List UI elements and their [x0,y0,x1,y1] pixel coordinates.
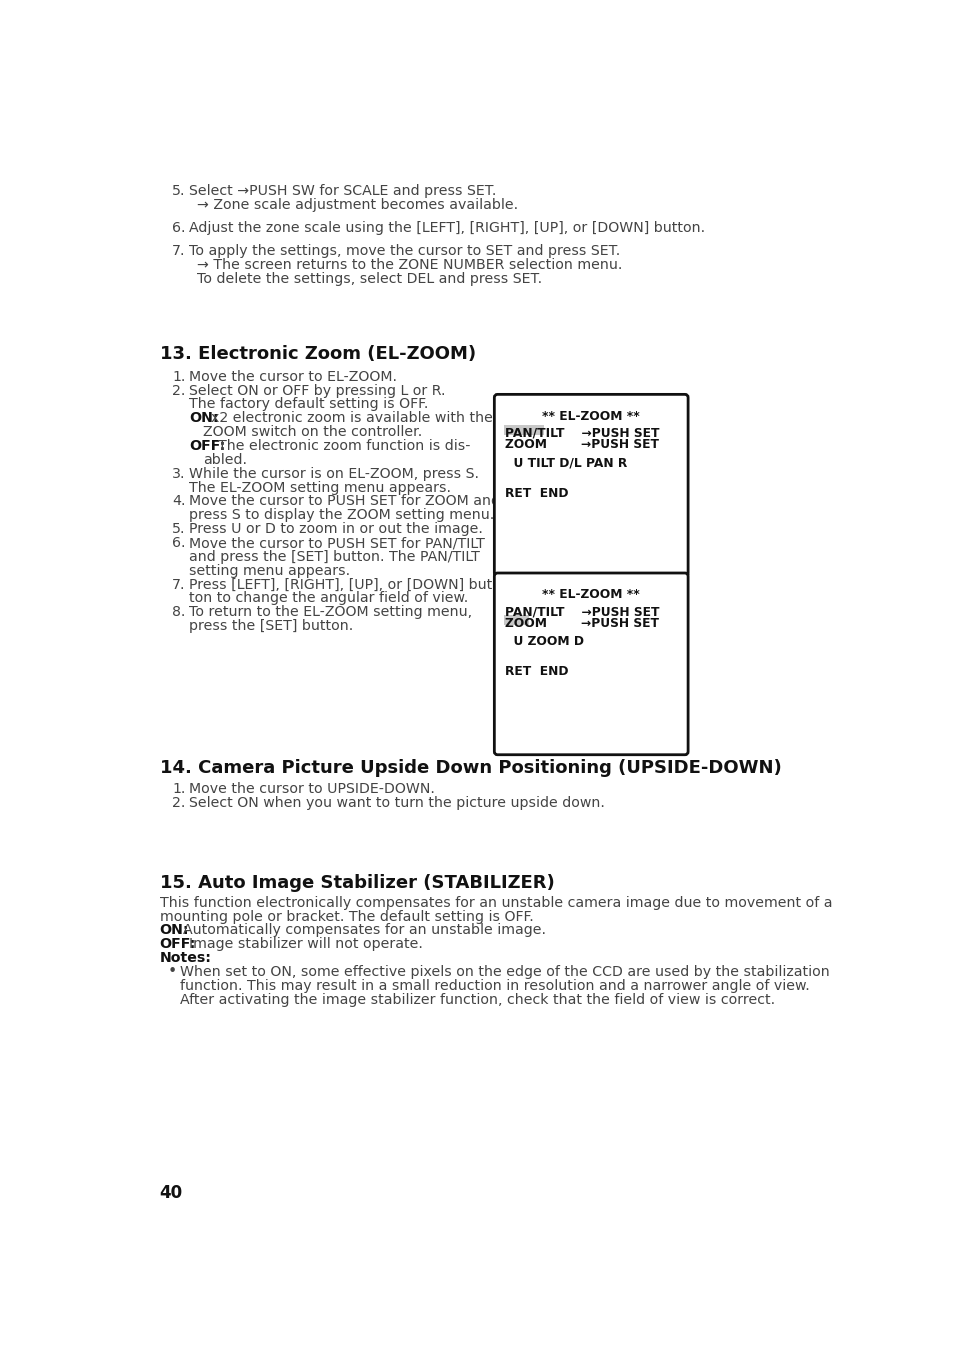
Text: ZOOM        →PUSH SET: ZOOM →PUSH SET [505,438,659,451]
Text: RET  END: RET END [505,665,568,679]
Text: Move the cursor to PUSH SET for ZOOM and: Move the cursor to PUSH SET for ZOOM and [189,495,499,508]
Text: After activating the image stabilizer function, check that the field of view is : After activating the image stabilizer fu… [179,993,774,1007]
Text: x2 electronic zoom is available with the: x2 electronic zoom is available with the [211,412,492,425]
Text: OFF:: OFF: [159,938,195,951]
Text: This function electronically compensates for an unstable camera image due to mov: This function electronically compensates… [159,896,831,909]
Text: 40: 40 [159,1184,182,1202]
Text: 14. Camera Picture Upside Down Positioning (UPSIDE-DOWN): 14. Camera Picture Upside Down Positioni… [159,759,781,778]
Text: 6.: 6. [172,537,185,550]
Text: Adjust the zone scale using the [LEFT], [RIGHT], [UP], or [DOWN] button.: Adjust the zone scale using the [LEFT], … [189,221,704,236]
Text: The electronic zoom function is dis-: The electronic zoom function is dis- [217,439,470,453]
Text: ZOOM switch on the controller.: ZOOM switch on the controller. [203,425,422,439]
Text: → Zone scale adjustment becomes available.: → Zone scale adjustment becomes availabl… [196,198,517,211]
Text: OFF:: OFF: [189,439,225,453]
Text: 2.: 2. [172,383,185,397]
Text: 13. Electronic Zoom (EL-ZOOM): 13. Electronic Zoom (EL-ZOOM) [159,346,476,363]
Text: To return to the EL-ZOOM setting menu,: To return to the EL-ZOOM setting menu, [189,606,472,619]
Text: press S to display the ZOOM setting menu.: press S to display the ZOOM setting menu… [189,508,494,522]
Text: ON:: ON: [189,412,218,425]
Text: The factory default setting is OFF.: The factory default setting is OFF. [189,397,428,412]
Text: press the [SET] button.: press the [SET] button. [189,619,353,633]
Text: mounting pole or bracket. The default setting is OFF.: mounting pole or bracket. The default se… [159,909,533,924]
Text: ON:: ON: [159,923,189,938]
Bar [503,615,529,626]
Text: 7.: 7. [172,577,185,592]
Text: Press U or D to zoom in or out the image.: Press U or D to zoom in or out the image… [189,522,482,537]
Text: 15. Auto Image Stabilizer (STABILIZER): 15. Auto Image Stabilizer (STABILIZER) [159,874,554,892]
Text: Move the cursor to UPSIDE-DOWN.: Move the cursor to UPSIDE-DOWN. [189,782,435,797]
Text: Press [LEFT], [RIGHT], [UP], or [DOWN] but-: Press [LEFT], [RIGHT], [UP], or [DOWN] b… [189,577,497,592]
Text: → The screen returns to the ZONE NUMBER selection menu.: → The screen returns to the ZONE NUMBER … [196,257,621,272]
Text: Notes:: Notes: [159,951,212,965]
Text: 5.: 5. [172,522,185,537]
Text: setting menu appears.: setting menu appears. [189,564,350,577]
Text: PAN/TILT    →PUSH SET: PAN/TILT →PUSH SET [505,427,659,440]
Text: PAN/TILT    →PUSH SET: PAN/TILT →PUSH SET [505,606,659,618]
Text: 8.: 8. [172,606,185,619]
Text: ** EL-ZOOM **: ** EL-ZOOM ** [542,588,639,602]
Text: ton to change the angular field of view.: ton to change the angular field of view. [189,592,468,606]
Text: 7.: 7. [172,244,185,259]
Text: U ZOOM D: U ZOOM D [505,634,583,648]
Text: Select ON or OFF by pressing L or R.: Select ON or OFF by pressing L or R. [189,383,445,397]
Text: 6.: 6. [172,221,185,236]
Text: The EL-ZOOM setting menu appears.: The EL-ZOOM setting menu appears. [189,481,451,495]
FancyBboxPatch shape [494,394,687,576]
Text: 1.: 1. [172,782,185,797]
Text: Select →PUSH SW for SCALE and press SET.: Select →PUSH SW for SCALE and press SET. [189,184,496,198]
Text: To delete the settings, select DEL and press SET.: To delete the settings, select DEL and p… [196,272,541,286]
Bar [503,425,543,435]
Text: Move the cursor to PUSH SET for PAN/TILT: Move the cursor to PUSH SET for PAN/TILT [189,537,484,550]
Text: ZOOM        →PUSH SET: ZOOM →PUSH SET [505,617,659,630]
Text: U TILT D/L PAN R: U TILT D/L PAN R [505,457,627,469]
Text: 3.: 3. [172,466,185,481]
Text: abled.: abled. [203,453,247,467]
Text: 2.: 2. [172,797,185,810]
Text: •: • [167,965,176,980]
FancyBboxPatch shape [494,573,687,755]
Text: ** EL-ZOOM **: ** EL-ZOOM ** [542,409,639,423]
Text: and press the [SET] button. The PAN/TILT: and press the [SET] button. The PAN/TILT [189,550,479,564]
Text: 4.: 4. [172,495,185,508]
Text: Image stabilizer will not operate.: Image stabilizer will not operate. [189,938,422,951]
Text: Move the cursor to EL-ZOOM.: Move the cursor to EL-ZOOM. [189,370,396,383]
Text: To apply the settings, move the cursor to SET and press SET.: To apply the settings, move the cursor t… [189,244,619,259]
Text: RET  END: RET END [505,486,568,500]
Text: Select ON when you want to turn the picture upside down.: Select ON when you want to turn the pict… [189,797,604,810]
Text: When set to ON, some effective pixels on the edge of the CCD are used by the sta: When set to ON, some effective pixels on… [179,965,828,978]
Text: While the cursor is on EL-ZOOM, press S.: While the cursor is on EL-ZOOM, press S. [189,466,478,481]
Text: 5.: 5. [172,184,185,198]
Text: 1.: 1. [172,370,185,383]
Text: function. This may result in a small reduction in resolution and a narrower angl: function. This may result in a small red… [179,978,808,993]
Text: Automatically compensates for an unstable image.: Automatically compensates for an unstabl… [183,923,545,938]
